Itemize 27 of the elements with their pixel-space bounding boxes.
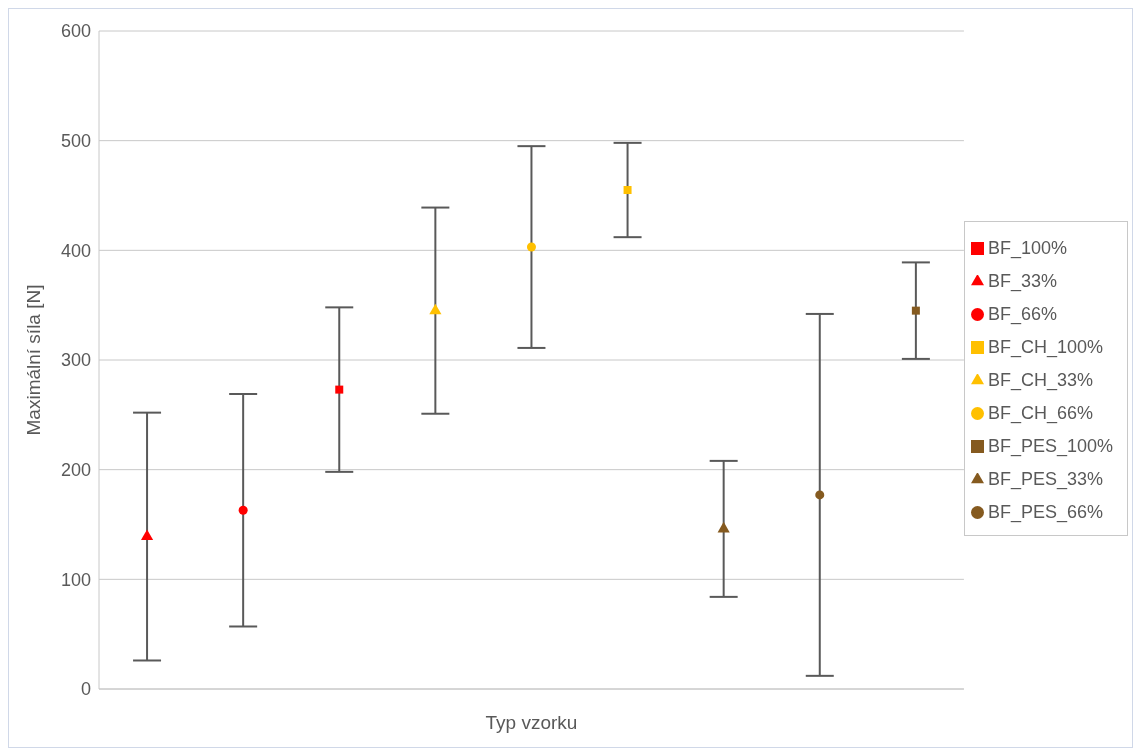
legend-label: BF_CH_100%: [987, 336, 1103, 357]
legend-label: BF_PES_66%: [987, 501, 1103, 522]
legend-label: BF_CH_66%: [987, 402, 1093, 423]
y-tick-label: 0: [80, 679, 91, 700]
point: [335, 385, 344, 394]
point: [140, 529, 154, 541]
y-tick-label: 400: [60, 240, 91, 261]
legend-label: BF_100%: [987, 237, 1067, 258]
legend-label: BF_CH_33%: [987, 369, 1093, 390]
y-axis-title: Maximální síla [N]: [22, 284, 44, 436]
legend-label: BF_PES_100%: [987, 435, 1113, 456]
point: [526, 242, 536, 252]
y-tick-label: 300: [60, 350, 91, 371]
point: [238, 505, 248, 515]
legend-label: BF_66%: [987, 303, 1057, 324]
x-axis-title: Typ vzorku: [485, 712, 578, 733]
point: [429, 303, 442, 315]
y-tick-label: 500: [60, 131, 91, 152]
point: [717, 521, 730, 533]
legend-label: BF_PES_33%: [987, 468, 1103, 489]
y-tick-label: 600: [60, 21, 91, 42]
point: [815, 490, 825, 500]
y-tick-label: 100: [60, 569, 91, 590]
legend-label: BF_33%: [987, 270, 1057, 291]
point: [623, 186, 632, 195]
point: [911, 306, 920, 315]
y-tick-label: 200: [60, 460, 91, 481]
